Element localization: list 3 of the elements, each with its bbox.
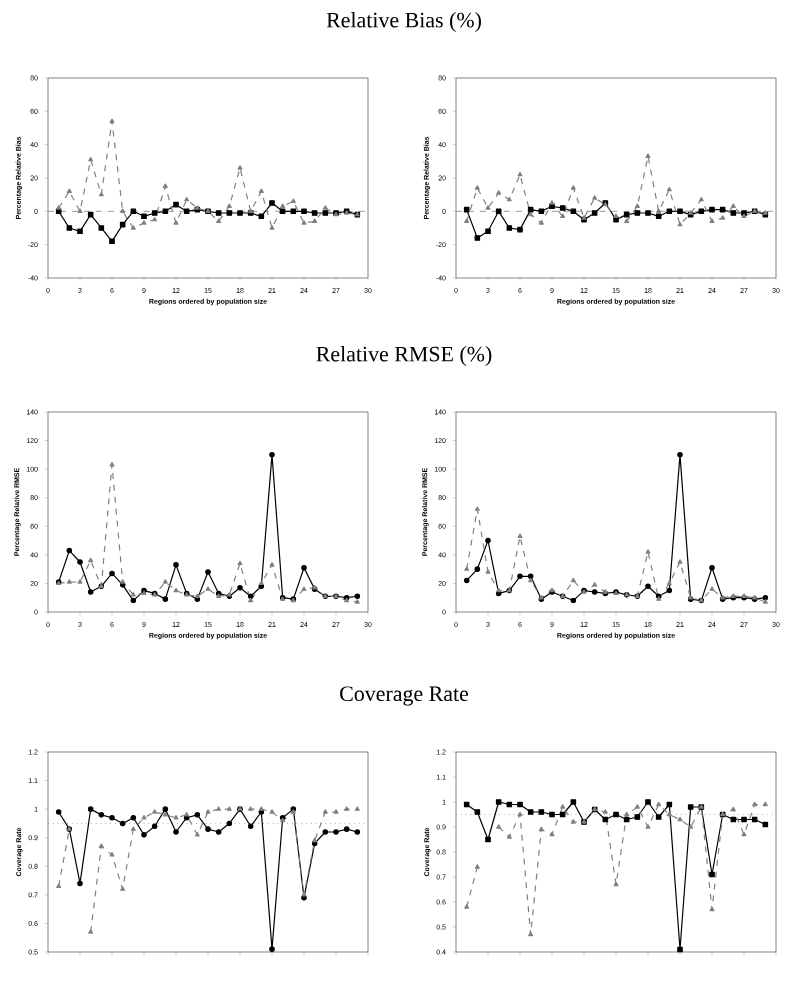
- chart-title: Coverage Rate: [340, 686, 469, 706]
- chart-title: Relative RMSE (%): [316, 346, 492, 366]
- chart-title: Relative Bias (%): [326, 12, 481, 32]
